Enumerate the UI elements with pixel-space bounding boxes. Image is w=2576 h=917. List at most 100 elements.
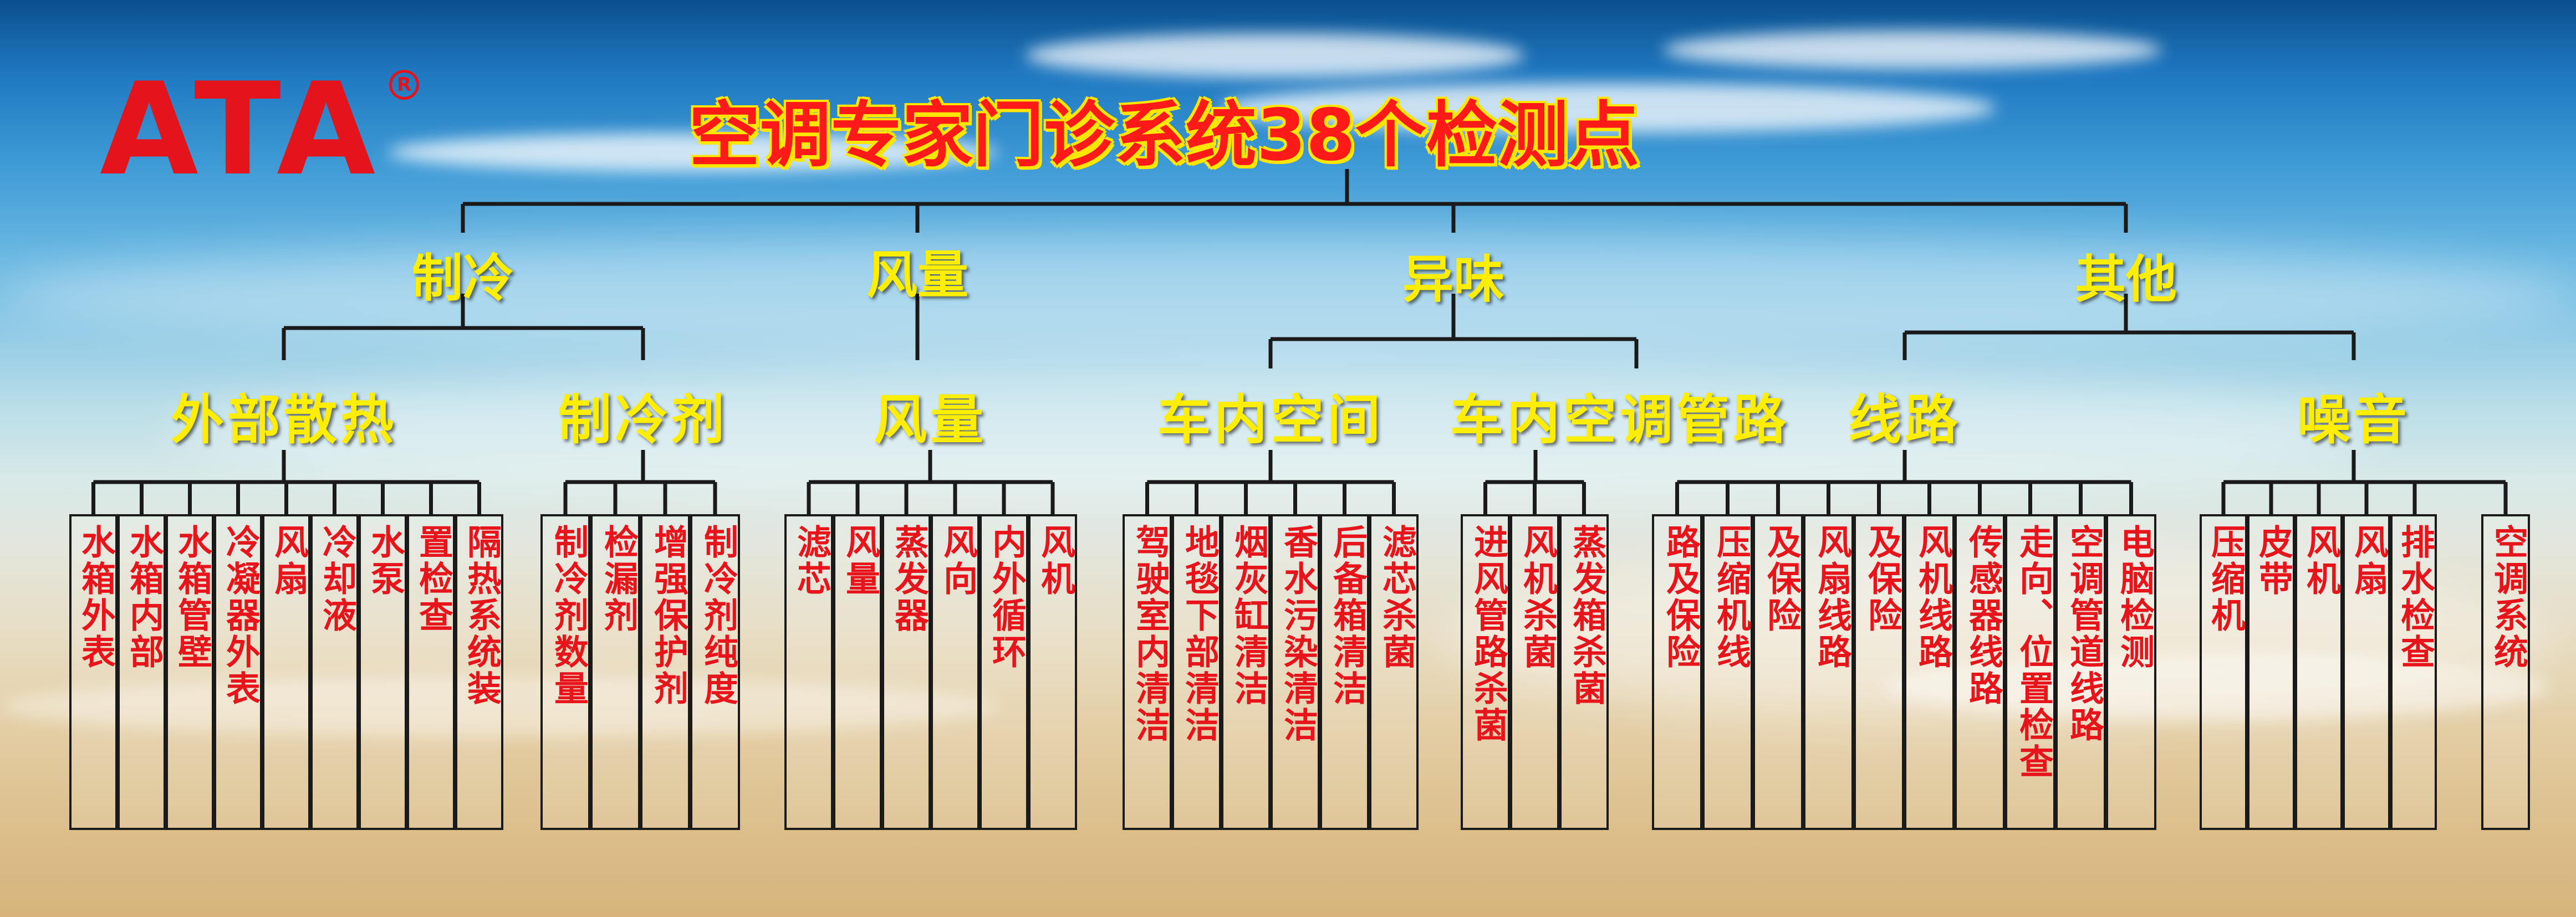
leaf-box: 风扇 — [262, 514, 310, 830]
leaf-box: 冷却液 — [310, 514, 359, 830]
leaf-box: 压缩机线 — [1702, 514, 1753, 830]
leaf-label: 后备箱清洁 — [1327, 524, 1368, 707]
group-ac-ducts: 车内空调管路 — [1450, 389, 1789, 451]
leaf-label: 风向 — [937, 524, 978, 597]
leaf-box: 地毯下部清洁 — [1172, 514, 1221, 830]
leaf-box: 及保险 — [1753, 514, 1803, 830]
leaf-box: 路及保险 — [1652, 514, 1702, 830]
leaf-label: 及保险 — [1862, 524, 1902, 634]
leaf-box: 水箱管壁 — [166, 514, 214, 830]
leaf-label: 风机杀菌 — [1517, 524, 1558, 670]
leaf-label: 检漏剂 — [598, 524, 639, 634]
page-title: 空调专家门诊系统38个检测点 — [688, 94, 1640, 177]
leaf-box: 烟灰缸清洁 — [1221, 514, 1271, 830]
leaf-label: 进风管路杀菌 — [1468, 524, 1508, 744]
category-airflow: 风量 — [866, 245, 969, 305]
category-cooling: 制冷 — [411, 249, 514, 308]
leaf-label: 冷却液 — [317, 524, 357, 634]
leaf-label: 蒸发箱杀菌 — [1567, 524, 1607, 707]
leaf-box: 隔热系统装 — [455, 514, 503, 830]
leaf-label: 地毯下部清洁 — [1179, 524, 1220, 744]
leaf-box: 电脑检测 — [2106, 514, 2156, 830]
group-airflow: 风量 — [874, 389, 987, 451]
leaf-label: 香水污染清洁 — [1278, 524, 1318, 744]
leaf-box: 冷凝器外表 — [214, 514, 262, 830]
leaf-box: 蒸发器 — [882, 514, 931, 830]
leaf-box: 滤芯杀菌 — [1369, 514, 1419, 830]
leaf-label: 驾驶室内清洁 — [1130, 524, 1170, 744]
leaf-label: 增强保护剂 — [648, 524, 688, 707]
leaf-box: 水箱外表 — [69, 514, 118, 830]
leaf-label: 走向、位置检查 — [2013, 524, 2054, 780]
leaf-label: 路及保险 — [1660, 524, 1701, 670]
leaf-label: 水泵 — [365, 524, 405, 597]
leaf-box: 香水污染清洁 — [1271, 514, 1320, 830]
leaf-box: 风机杀菌 — [1510, 514, 1559, 830]
leaf-label: 风机 — [1035, 524, 1075, 597]
leaf-label: 水箱内部 — [124, 524, 164, 670]
leaf-label: 风量 — [840, 524, 880, 597]
leaf-label: 滤芯杀菌 — [1376, 524, 1417, 670]
leaf-label: 水箱外表 — [75, 524, 116, 670]
leaf-box: 水箱内部 — [118, 514, 166, 830]
leaf-label: 压缩机线 — [1711, 524, 1751, 670]
leaf-box: 蒸发箱杀菌 — [1559, 514, 1609, 830]
leaf-box: 风机 — [1028, 514, 1077, 830]
leaf-box: 制冷剂纯度 — [690, 514, 740, 830]
leaf-box: 风向 — [931, 514, 980, 830]
leaf-label: 风扇 — [2348, 524, 2389, 597]
leaf-box: 风扇 — [2343, 514, 2390, 830]
leaf-label: 烟灰缸清洁 — [1228, 524, 1269, 707]
leaf-box: 驾驶室内清洁 — [1123, 514, 1172, 830]
leaf-label: 风机线路 — [1912, 524, 1953, 670]
leaf-box: 置检查 — [407, 514, 455, 830]
leaf-label: 风扇线路 — [1812, 524, 1852, 670]
leaf-box: 风扇线路 — [1803, 514, 1854, 830]
leaf-box: 检漏剂 — [590, 514, 640, 830]
leaf-box: 风机线路 — [1904, 514, 1955, 830]
leaf-label: 空调系统 — [2488, 524, 2528, 670]
leaf-label: 传感器线路 — [1963, 524, 2003, 707]
leaf-box: 空调管道线路 — [2055, 514, 2106, 830]
leaf-label: 空调管道线路 — [2064, 524, 2104, 744]
leaf-box: 压缩机 — [2200, 514, 2247, 830]
leaf-box: 内外循环 — [980, 514, 1028, 830]
leaf-box: 风量 — [833, 514, 882, 830]
leaf-label: 制冷剂纯度 — [698, 524, 738, 707]
leaf-box: 排水检查 — [2390, 514, 2437, 830]
group-noise: 噪音 — [2297, 389, 2410, 451]
leaf-box: 增强保护剂 — [640, 514, 690, 830]
group-refrigerant: 制冷剂 — [558, 389, 728, 451]
group-external-cooling: 外部散热 — [171, 389, 397, 451]
leaf-box: 及保险 — [1854, 514, 1904, 830]
category-other: 其他 — [2074, 250, 2177, 309]
leaf-label: 隔热系统装 — [461, 524, 502, 707]
leaf-label: 蒸发器 — [889, 524, 929, 634]
leaf-label: 风扇 — [268, 524, 309, 597]
leaf-label: 滤芯 — [791, 524, 832, 597]
leaf-box: 制冷剂数量 — [540, 514, 590, 830]
leaf-label: 冷凝器外表 — [220, 524, 261, 707]
leaf-label: 皮带 — [2253, 524, 2293, 597]
leaf-label: 内外循环 — [986, 524, 1027, 670]
registered-mark-icon: R — [389, 70, 419, 100]
leaf-box: 皮带 — [2247, 514, 2295, 830]
group-cabin-space: 车内空间 — [1157, 389, 1384, 451]
leaf-label: 电脑检测 — [2114, 524, 2155, 670]
ata-logo: ATA — [100, 56, 381, 204]
leaf-label: 水箱管壁 — [172, 524, 212, 670]
leaf-box: 走向、位置检查 — [2005, 514, 2055, 830]
leaf-box: 后备箱清洁 — [1320, 514, 1369, 830]
category-odor: 异味 — [1402, 250, 1505, 309]
leaf-box: 风机 — [2295, 514, 2343, 830]
leaf-label: 置检查 — [413, 524, 453, 634]
leaf-box: 传感器线路 — [1955, 514, 2005, 830]
leaf-box: 水泵 — [359, 514, 407, 830]
leaf-box: 空调系统 — [2481, 514, 2530, 830]
leaf-label: 压缩机 — [2205, 524, 2246, 634]
leaf-box: 滤芯 — [784, 514, 833, 830]
group-wiring: 线路 — [1848, 389, 1961, 451]
leaf-label: 及保险 — [1761, 524, 1802, 634]
